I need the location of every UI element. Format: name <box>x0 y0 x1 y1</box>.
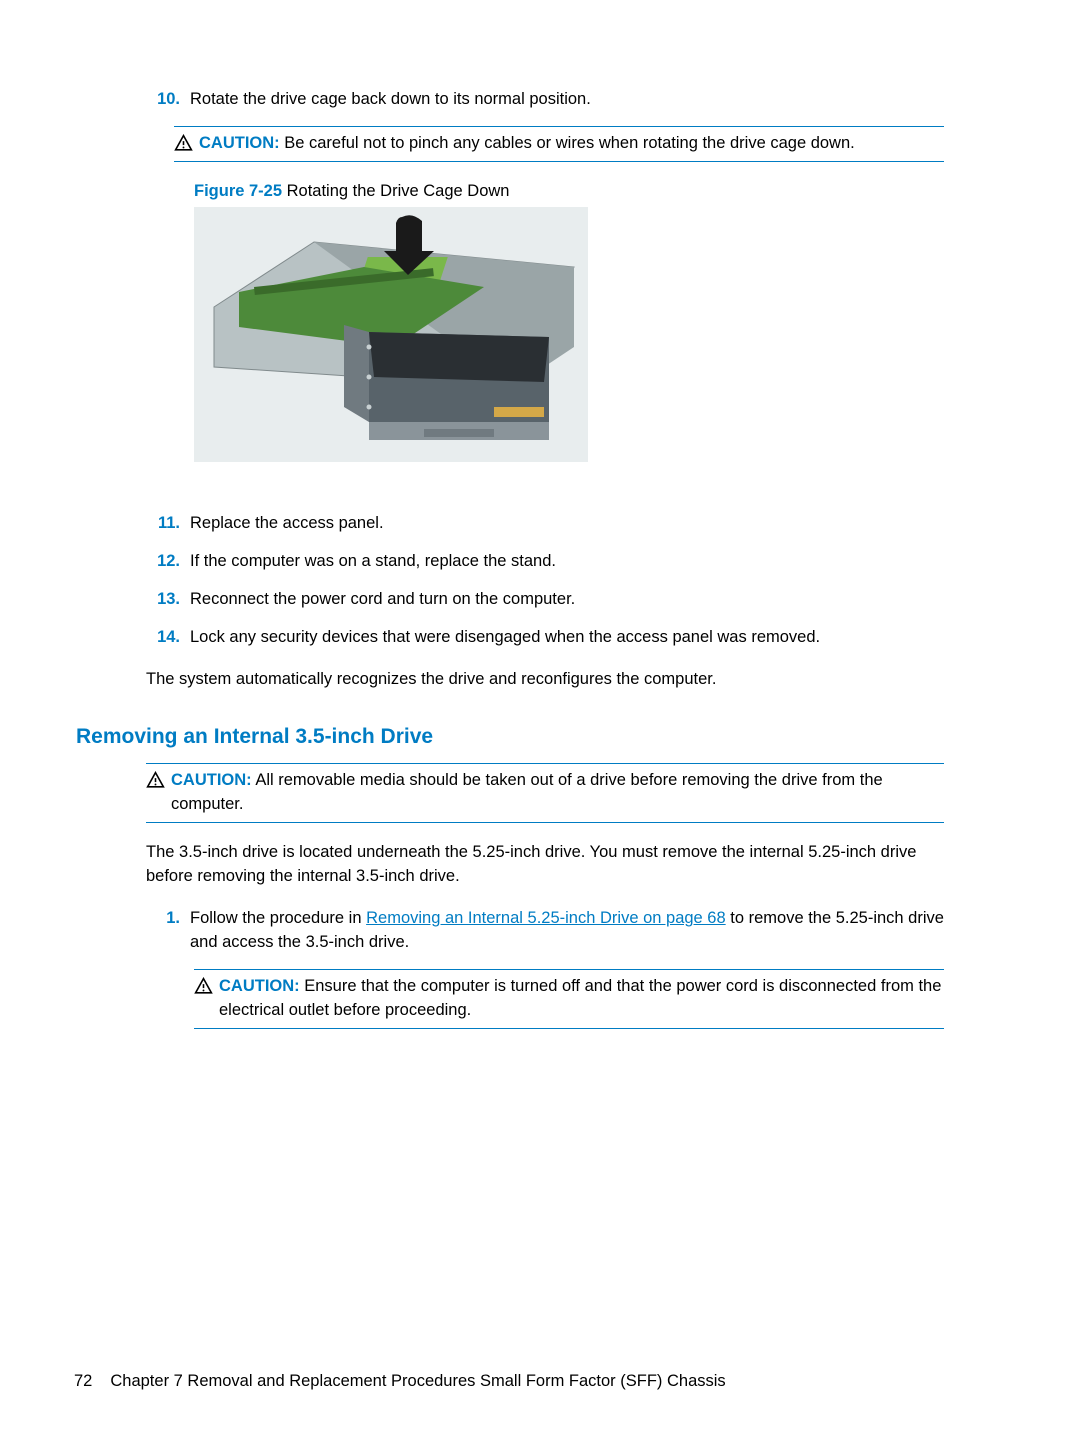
caution-icon <box>174 134 193 153</box>
caution-icon <box>146 771 165 790</box>
step-14: 14. Lock any security devices that were … <box>146 626 944 650</box>
page-number: 72 <box>74 1372 92 1390</box>
figure-caption-text: Rotating the Drive Cage Down <box>282 182 509 200</box>
step-number: 12. <box>146 550 184 574</box>
caution-text-wrap: CAUTION: Ensure that the computer is tur… <box>219 975 944 1023</box>
caution-label: CAUTION: <box>219 977 300 995</box>
figure-label: Figure 7-25 <box>194 182 282 200</box>
step-10: 10. Rotate the drive cage back down to i… <box>146 88 944 112</box>
caution-text: Ensure that the computer is turned off a… <box>219 977 941 1019</box>
paragraph-drive-location: The 3.5-inch drive is located underneath… <box>146 841 944 889</box>
step-text: If the computer was on a stand, replace … <box>184 550 944 574</box>
page-footer: 72 Chapter 7 Removal and Replacement Proc… <box>74 1372 726 1391</box>
figure-caption: Figure 7-25 Rotating the Drive Cage Down <box>194 182 944 201</box>
step-11: 11. Replace the access panel. <box>146 512 944 536</box>
caution-box-2: CAUTION: All removable media should be t… <box>146 763 944 823</box>
step-text-before: Follow the procedure in <box>190 909 366 927</box>
caution-icon <box>194 977 213 996</box>
caution-label: CAUTION: <box>171 771 252 789</box>
caution-text: All removable media should be taken out … <box>171 771 883 813</box>
link-remove-525-drive[interactable]: Removing an Internal 5.25-inch Drive on … <box>366 909 726 927</box>
section-heading: Removing an Internal 3.5-inch Drive <box>76 725 944 749</box>
step-number: 10. <box>146 88 184 112</box>
caution-box-1: CAUTION: Be careful not to pinch any cab… <box>174 126 944 162</box>
step-number: 11. <box>146 512 184 536</box>
step-number: 13. <box>146 588 184 612</box>
content-body: 10. Rotate the drive cage back down to i… <box>74 88 944 1029</box>
step-text: Rotate the drive cage back down to its n… <box>184 88 944 112</box>
caution-box-3: CAUTION: Ensure that the computer is tur… <box>194 969 944 1029</box>
step-text: Reconnect the power cord and turn on the… <box>184 588 944 612</box>
caution-label: CAUTION: <box>199 134 280 152</box>
step-number: 14. <box>146 626 184 650</box>
step-13: 13. Reconnect the power cord and turn on… <box>146 588 944 612</box>
figure-image <box>194 207 588 462</box>
caution-text-wrap: CAUTION: All removable media should be t… <box>171 769 944 817</box>
figure-block: Figure 7-25 Rotating the Drive Cage Down <box>194 182 944 462</box>
caution-text: Be careful not to pinch any cables or wi… <box>280 134 855 152</box>
step-12: 12. If the computer was on a stand, repl… <box>146 550 944 574</box>
step-text: Lock any security devices that were dise… <box>184 626 944 650</box>
step-text: Replace the access panel. <box>184 512 944 536</box>
page-content: 10. Rotate the drive cage back down to i… <box>0 0 1080 1069</box>
caution-text-wrap: CAUTION: Be careful not to pinch any cab… <box>199 132 944 156</box>
step-text: Follow the procedure in Removing an Inte… <box>184 907 944 955</box>
step-sub-1: 1. Follow the procedure in Removing an I… <box>146 907 944 955</box>
paragraph-auto-recognize: The system automatically recognizes the … <box>146 668 944 692</box>
step-number: 1. <box>146 907 184 955</box>
chapter-title: Chapter 7 Removal and Replacement Proced… <box>110 1372 725 1390</box>
drive-cage-illustration <box>194 207 588 462</box>
